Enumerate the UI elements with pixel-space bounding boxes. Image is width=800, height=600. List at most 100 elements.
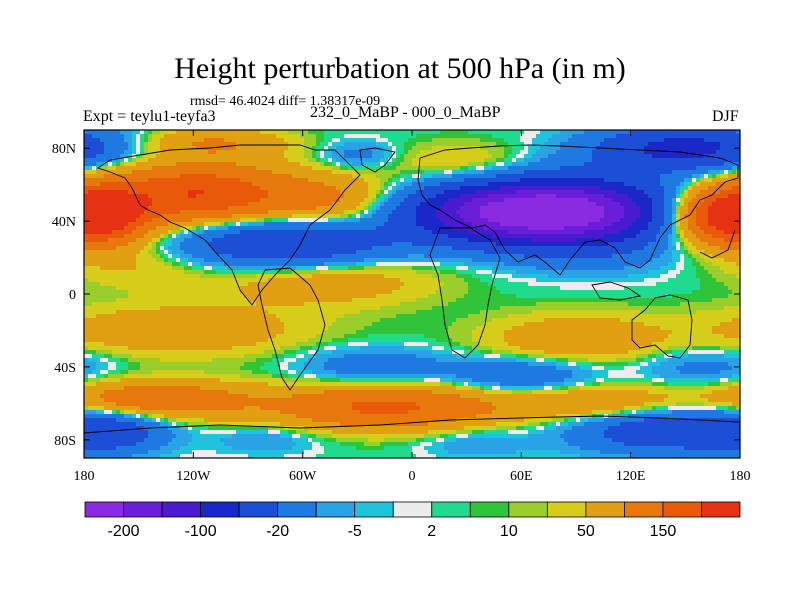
heatmap-cell bbox=[504, 198, 509, 203]
heatmap-cell bbox=[492, 154, 497, 159]
heatmap-cell bbox=[540, 210, 545, 215]
heatmap-cell bbox=[360, 194, 365, 199]
heatmap-cell bbox=[528, 162, 533, 167]
heatmap-cell bbox=[664, 186, 669, 191]
heatmap-cell bbox=[108, 178, 113, 183]
heatmap-cell bbox=[144, 130, 149, 135]
heatmap-cell bbox=[612, 134, 617, 139]
heatmap-cell bbox=[444, 190, 449, 195]
heatmap-cell bbox=[620, 182, 625, 187]
heatmap-cell bbox=[92, 210, 97, 215]
heatmap-cell bbox=[392, 246, 397, 251]
heatmap-cell bbox=[136, 234, 141, 239]
heatmap-cell bbox=[312, 238, 317, 243]
heatmap-cell bbox=[248, 190, 253, 195]
heatmap-cell bbox=[392, 134, 397, 139]
heatmap-cell bbox=[584, 214, 589, 219]
heatmap-cell bbox=[400, 134, 405, 139]
heatmap-cell bbox=[376, 238, 381, 243]
heatmap-cell bbox=[732, 170, 737, 175]
heatmap-cell bbox=[264, 138, 269, 143]
heatmap-cell bbox=[600, 158, 605, 163]
heatmap-cell bbox=[736, 186, 741, 191]
heatmap-cell bbox=[100, 218, 105, 223]
heatmap-cell bbox=[464, 178, 469, 183]
heatmap-cell bbox=[176, 198, 181, 203]
heatmap-cell bbox=[556, 198, 561, 203]
heatmap-cell bbox=[260, 138, 265, 143]
heatmap-cell bbox=[404, 178, 409, 183]
heatmap-cell bbox=[692, 226, 697, 231]
heatmap-cell bbox=[688, 206, 693, 211]
heatmap-cell bbox=[480, 182, 485, 187]
heatmap-cell bbox=[356, 206, 361, 211]
heatmap-cell bbox=[228, 222, 233, 227]
heatmap-cell bbox=[328, 242, 333, 247]
heatmap-cell bbox=[592, 130, 597, 135]
heatmap-cell bbox=[416, 130, 421, 135]
heatmap-cell bbox=[652, 146, 657, 151]
heatmap-cell bbox=[544, 138, 549, 143]
heatmap-cell bbox=[452, 214, 457, 219]
heatmap-cell bbox=[528, 246, 533, 251]
heatmap-cell bbox=[128, 178, 133, 183]
heatmap-cell bbox=[584, 186, 589, 191]
heatmap-cell bbox=[324, 194, 329, 199]
heatmap-cell bbox=[164, 218, 169, 223]
heatmap-cell bbox=[532, 174, 537, 179]
heatmap-cell bbox=[268, 146, 273, 151]
heatmap-cell bbox=[140, 202, 145, 207]
heatmap-cell bbox=[412, 206, 417, 211]
heatmap-cell bbox=[128, 146, 133, 151]
heatmap-cell bbox=[336, 250, 341, 255]
heatmap-cell bbox=[732, 226, 737, 231]
heatmap-cell bbox=[200, 154, 205, 159]
heatmap-cell bbox=[424, 142, 429, 147]
heatmap-cell bbox=[680, 194, 685, 199]
heatmap-cell bbox=[236, 234, 241, 239]
heatmap-cell bbox=[628, 170, 633, 175]
heatmap-cell bbox=[312, 138, 317, 143]
heatmap-cell bbox=[516, 242, 521, 247]
heatmap-cell bbox=[356, 202, 361, 207]
heatmap-cell bbox=[628, 154, 633, 159]
heatmap-cell bbox=[180, 238, 185, 243]
heatmap-cell bbox=[404, 206, 409, 211]
heatmap-cell bbox=[472, 206, 477, 211]
heatmap-cell bbox=[444, 178, 449, 183]
heatmap-cell bbox=[204, 242, 209, 247]
heatmap-cell bbox=[136, 190, 141, 195]
heatmap-cell bbox=[284, 222, 289, 227]
heatmap-cell bbox=[176, 170, 181, 175]
heatmap-cell bbox=[540, 178, 545, 183]
heatmap-cell bbox=[172, 194, 177, 199]
heatmap-cell bbox=[552, 226, 557, 231]
heatmap-cell bbox=[448, 130, 453, 135]
heatmap-cell bbox=[544, 170, 549, 175]
heatmap-cell bbox=[420, 130, 425, 135]
heatmap-cell bbox=[340, 166, 345, 171]
heatmap-cell bbox=[356, 166, 361, 171]
heatmap-cell bbox=[312, 182, 317, 187]
heatmap-cell bbox=[400, 146, 405, 151]
heatmap-cell bbox=[596, 226, 601, 231]
heatmap-cell bbox=[240, 142, 245, 147]
heatmap-cell bbox=[696, 198, 701, 203]
heatmap-cell bbox=[132, 174, 137, 179]
heatmap-cell bbox=[700, 210, 705, 215]
heatmap-cell bbox=[344, 134, 349, 139]
heatmap-cell bbox=[504, 154, 509, 159]
heatmap-cell bbox=[540, 174, 545, 179]
heatmap-cell bbox=[600, 182, 605, 187]
heatmap-cell bbox=[364, 182, 369, 187]
heatmap-cell bbox=[544, 178, 549, 183]
heatmap-cell bbox=[380, 238, 385, 243]
heatmap-cell bbox=[496, 142, 501, 147]
heatmap-cell bbox=[288, 162, 293, 167]
heatmap-cell bbox=[568, 202, 573, 207]
heatmap-cell bbox=[412, 230, 417, 235]
heatmap-cell bbox=[700, 130, 705, 135]
heatmap-cell bbox=[372, 218, 377, 223]
heatmap-cell bbox=[420, 162, 425, 167]
heatmap-cell bbox=[432, 134, 437, 139]
